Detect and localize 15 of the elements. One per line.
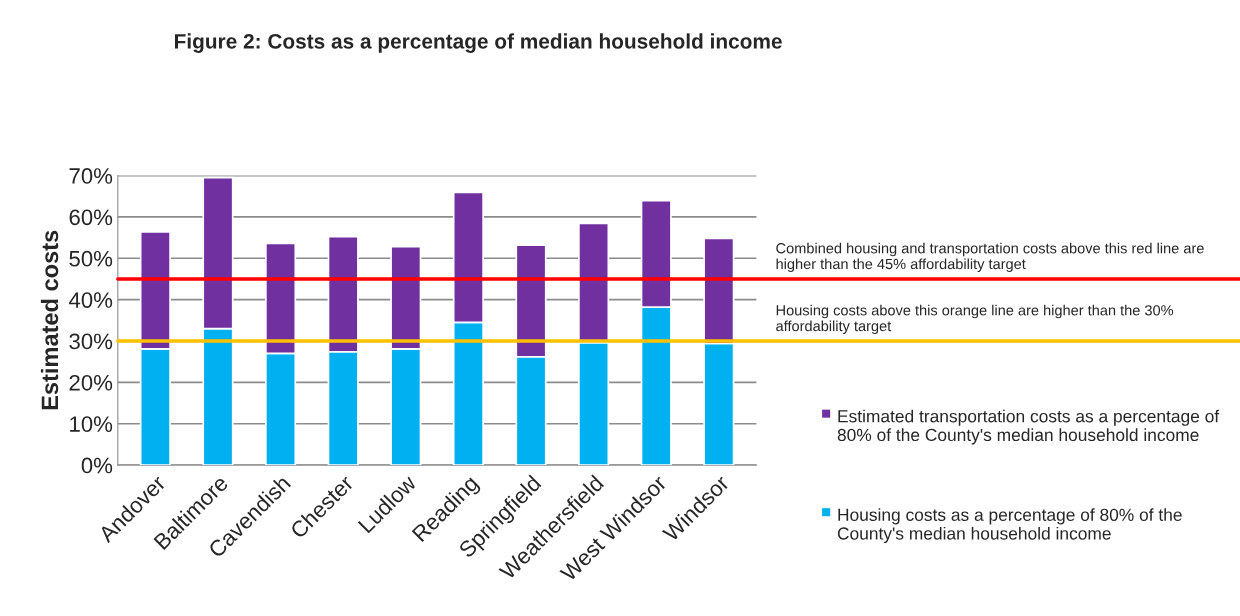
ref-line-label: Combined housing and transportation costs above this red line are higher than the 45% affordability target xyxy=(776,242,1204,273)
y-tick-label: 70% xyxy=(69,168,113,184)
y-axis-title: Estimated costs xyxy=(40,230,59,410)
chart-title: Figure 2: Costs as a percentage of median household income xyxy=(174,33,782,53)
y-tick-label: 50% xyxy=(69,250,113,267)
y-tick-label: 60% xyxy=(69,209,113,226)
y-tick-label: 30% xyxy=(69,333,113,350)
y-tick-label: 20% xyxy=(69,374,113,391)
y-tick-label: 0% xyxy=(81,457,113,474)
ref-line-label: Housing costs above this orange line are higher than the 30% affordability target xyxy=(776,304,1174,335)
legend-label: Housing costs as a percentage of 80% of the County's median household income xyxy=(837,508,1182,544)
y-tick-label: 10% xyxy=(70,416,113,432)
y-tick-label: 40% xyxy=(68,292,113,308)
legend-label: Estimated transportation costs as a percentage of 80% of the County's median household income xyxy=(837,409,1220,445)
bar xyxy=(578,341,610,466)
